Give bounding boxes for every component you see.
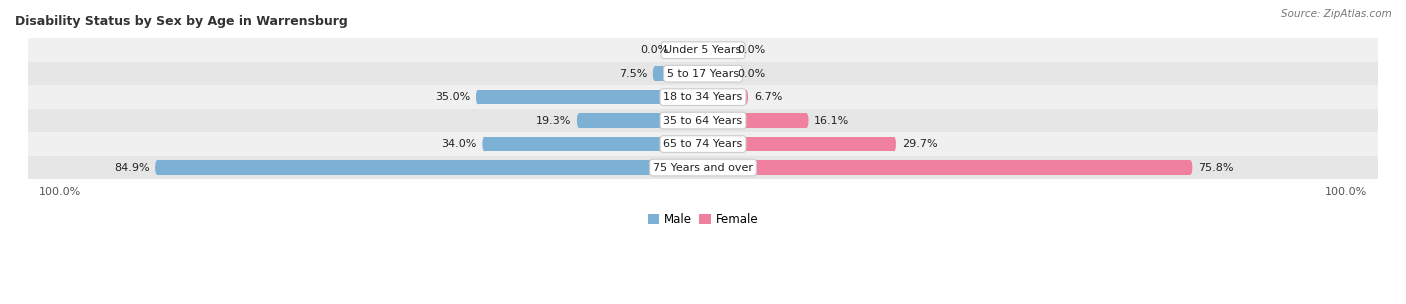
Circle shape — [702, 113, 704, 128]
Text: 75.8%: 75.8% — [1198, 163, 1233, 173]
Bar — [28, 109, 1378, 132]
Circle shape — [702, 90, 704, 104]
Text: 35.0%: 35.0% — [434, 92, 470, 102]
Circle shape — [1188, 160, 1192, 175]
Bar — [28, 156, 1378, 179]
Bar — [703, 160, 1191, 175]
Text: 5 to 17 Years: 5 to 17 Years — [666, 69, 740, 79]
Legend: Male, Female: Male, Female — [643, 209, 763, 231]
Text: 19.3%: 19.3% — [536, 116, 571, 126]
Circle shape — [702, 137, 704, 151]
Text: 75 Years and over: 75 Years and over — [652, 163, 754, 173]
Text: 29.7%: 29.7% — [901, 139, 938, 149]
Text: 84.9%: 84.9% — [114, 163, 149, 173]
Bar — [157, 160, 703, 175]
Text: 0.0%: 0.0% — [640, 45, 668, 55]
Circle shape — [702, 90, 704, 104]
Circle shape — [482, 137, 486, 151]
Circle shape — [155, 160, 159, 175]
Bar — [28, 39, 1378, 62]
Circle shape — [477, 90, 479, 104]
Text: 0.0%: 0.0% — [738, 45, 766, 55]
Bar — [703, 113, 807, 128]
Circle shape — [702, 160, 704, 175]
Text: 16.1%: 16.1% — [814, 116, 849, 126]
Bar — [478, 90, 703, 104]
Bar — [703, 90, 747, 104]
Text: Disability Status by Sex by Age in Warrensburg: Disability Status by Sex by Age in Warre… — [15, 15, 347, 28]
Circle shape — [576, 113, 581, 128]
Text: 6.7%: 6.7% — [754, 92, 782, 102]
Text: Under 5 Years: Under 5 Years — [665, 45, 741, 55]
Text: 34.0%: 34.0% — [441, 139, 477, 149]
Circle shape — [744, 90, 748, 104]
Bar — [28, 132, 1378, 156]
Bar — [485, 137, 703, 151]
Circle shape — [804, 113, 808, 128]
Text: Source: ZipAtlas.com: Source: ZipAtlas.com — [1281, 9, 1392, 19]
Circle shape — [702, 66, 704, 81]
Bar — [28, 85, 1378, 109]
Bar — [579, 113, 703, 128]
Circle shape — [702, 137, 704, 151]
Bar — [28, 62, 1378, 85]
Text: 18 to 34 Years: 18 to 34 Years — [664, 92, 742, 102]
Circle shape — [891, 137, 896, 151]
Circle shape — [652, 66, 657, 81]
Circle shape — [702, 160, 704, 175]
Text: 35 to 64 Years: 35 to 64 Years — [664, 116, 742, 126]
Text: 65 to 74 Years: 65 to 74 Years — [664, 139, 742, 149]
Text: 7.5%: 7.5% — [619, 69, 647, 79]
Circle shape — [702, 113, 704, 128]
Text: 0.0%: 0.0% — [738, 69, 766, 79]
Bar — [703, 137, 894, 151]
Bar — [655, 66, 703, 81]
